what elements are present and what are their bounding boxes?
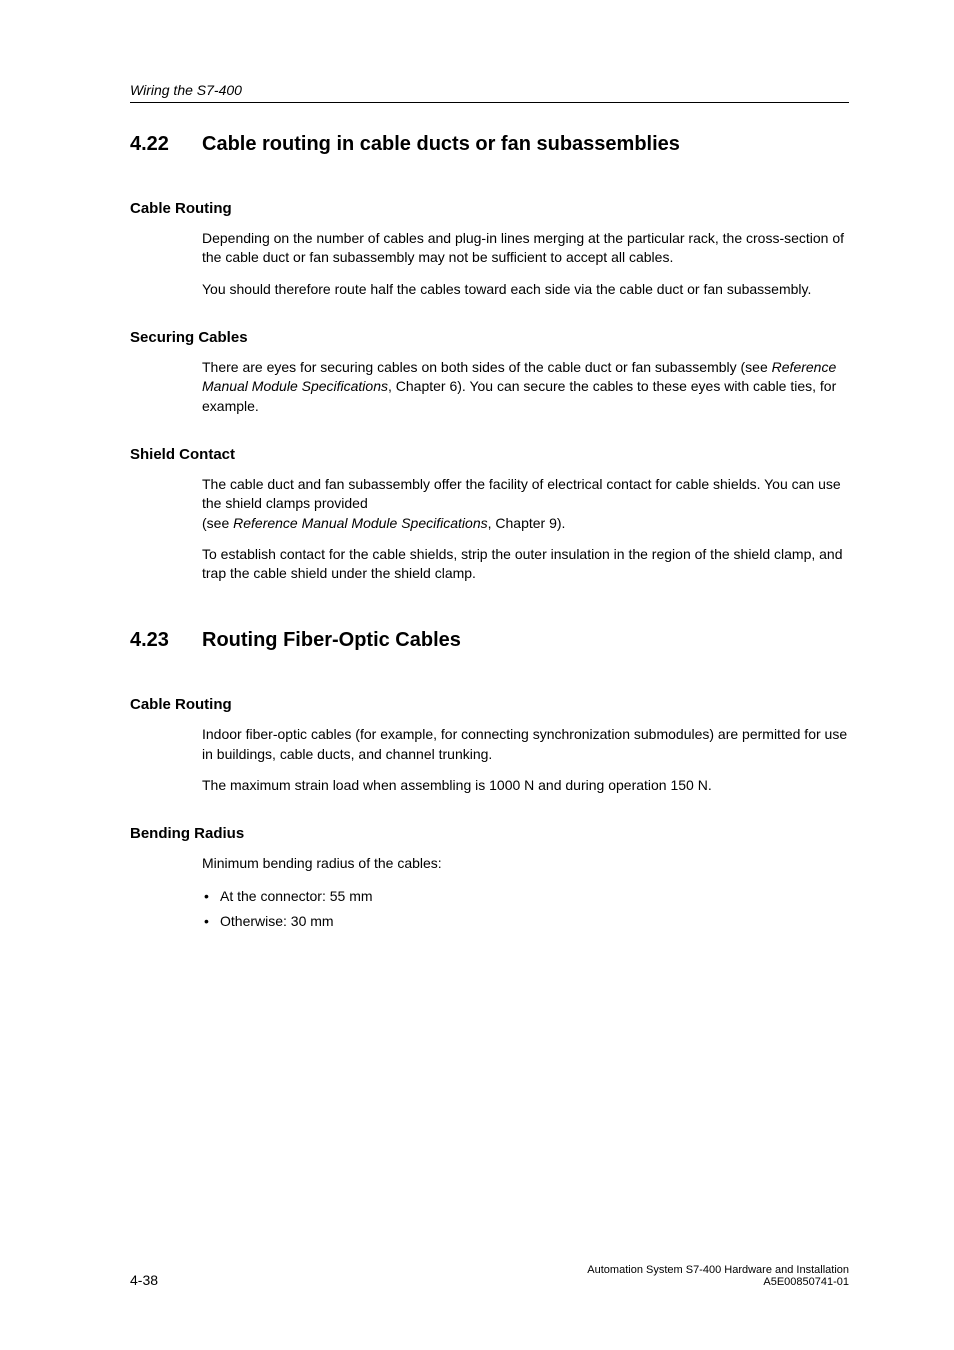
paragraph: The cable duct and fan subassembly offer… bbox=[202, 475, 849, 533]
body-block: Indoor fiber-optic cables (for example, … bbox=[202, 725, 849, 795]
footer-line-1: Automation System S7-400 Hardware and In… bbox=[587, 1264, 849, 1276]
body-block: The cable duct and fan subassembly offer… bbox=[202, 475, 849, 584]
footer-line-2: A5E00850741-01 bbox=[587, 1276, 849, 1288]
subheading-cable-routing-2: Cable Routing bbox=[130, 696, 849, 713]
subheading-shield-contact: Shield Contact bbox=[130, 446, 849, 463]
page-number: 4-38 bbox=[130, 1272, 158, 1288]
paragraph: You should therefore route half the cabl… bbox=[202, 280, 849, 299]
body-block: There are eyes for securing cables on bo… bbox=[202, 358, 849, 416]
list-item: Otherwise: 30 mm bbox=[220, 911, 849, 932]
subheading-securing-cables: Securing Cables bbox=[130, 329, 849, 346]
subheading-bending-radius: Bending Radius bbox=[130, 825, 849, 842]
section-gap bbox=[130, 595, 849, 629]
text: There are eyes for securing cables on bo… bbox=[202, 359, 772, 375]
text: (see bbox=[202, 515, 233, 531]
subheading-cable-routing: Cable Routing bbox=[130, 200, 849, 217]
section-number: 4.22 bbox=[130, 133, 202, 156]
section-heading-4-22: 4.22 Cable routing in cable ducts or fan… bbox=[130, 133, 849, 156]
italic-text: Reference Manual Module Specifications bbox=[233, 515, 487, 531]
footer-right: Automation System S7-400 Hardware and In… bbox=[587, 1264, 849, 1288]
paragraph: Depending on the number of cables and pl… bbox=[202, 229, 849, 268]
bullet-list: At the connector: 55 mm Otherwise: 30 mm bbox=[202, 886, 849, 932]
body-block: Minimum bending radius of the cables: At… bbox=[202, 854, 849, 931]
section-number: 4.23 bbox=[130, 629, 202, 652]
body-block: Depending on the number of cables and pl… bbox=[202, 229, 849, 299]
paragraph: The maximum strain load when assembling … bbox=[202, 776, 849, 795]
section-heading-4-23: 4.23 Routing Fiber-Optic Cables bbox=[130, 629, 849, 652]
paragraph: Indoor fiber-optic cables (for example, … bbox=[202, 725, 849, 764]
footer: 4-38 Automation System S7-400 Hardware a… bbox=[130, 1264, 849, 1288]
list-item: At the connector: 55 mm bbox=[220, 886, 849, 907]
section-title: Routing Fiber-Optic Cables bbox=[202, 629, 461, 652]
page: Wiring the S7-400 4.22 Cable routing in … bbox=[0, 0, 954, 1350]
section-title: Cable routing in cable ducts or fan suba… bbox=[202, 133, 680, 156]
paragraph: To establish contact for the cable shiel… bbox=[202, 545, 849, 584]
text: , Chapter 9). bbox=[488, 515, 566, 531]
running-head: Wiring the S7-400 bbox=[130, 82, 849, 98]
text: The cable duct and fan subassembly offer… bbox=[202, 476, 841, 511]
paragraph: Minimum bending radius of the cables: bbox=[202, 854, 849, 873]
paragraph: There are eyes for securing cables on bo… bbox=[202, 358, 849, 416]
header-rule bbox=[130, 102, 849, 103]
